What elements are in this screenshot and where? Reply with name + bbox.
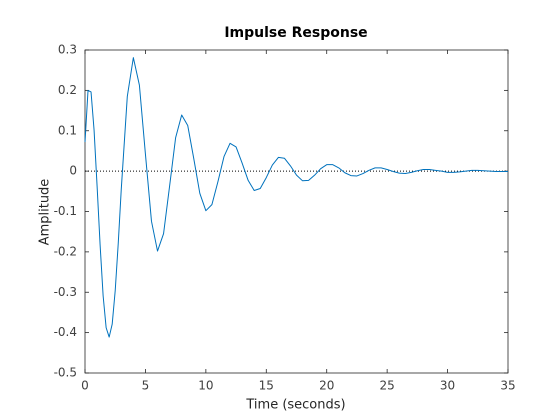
x-tick-label: 30 [440, 379, 455, 393]
y-axis-label: Amplitude [38, 179, 53, 246]
x-tick-label: 10 [198, 379, 213, 393]
x-axis-label: Time (seconds) [245, 398, 345, 413]
y-tick-label: 0.3 [58, 43, 77, 57]
data-line [84, 57, 508, 338]
y-tick-label: 0 [69, 164, 77, 178]
y-tick-label: -0.4 [54, 325, 77, 339]
plot-area [84, 49, 509, 374]
x-tick-label: 20 [319, 379, 334, 393]
x-tick-label: 35 [500, 379, 515, 393]
x-tick-label: 25 [380, 379, 395, 393]
chart-title: Impulse Response [224, 25, 367, 41]
x-tick-label: 15 [259, 379, 274, 393]
y-tick-label: -0.5 [54, 366, 77, 380]
x-tick-label: 5 [142, 379, 150, 393]
y-tick-label: -0.2 [54, 244, 77, 258]
y-tick-label: -0.1 [54, 204, 77, 218]
x-tick-label: 0 [81, 379, 89, 393]
y-tick-label: 0.2 [58, 83, 77, 97]
y-tick-label: -0.3 [54, 285, 77, 299]
y-tick-label: 0.1 [58, 123, 77, 137]
